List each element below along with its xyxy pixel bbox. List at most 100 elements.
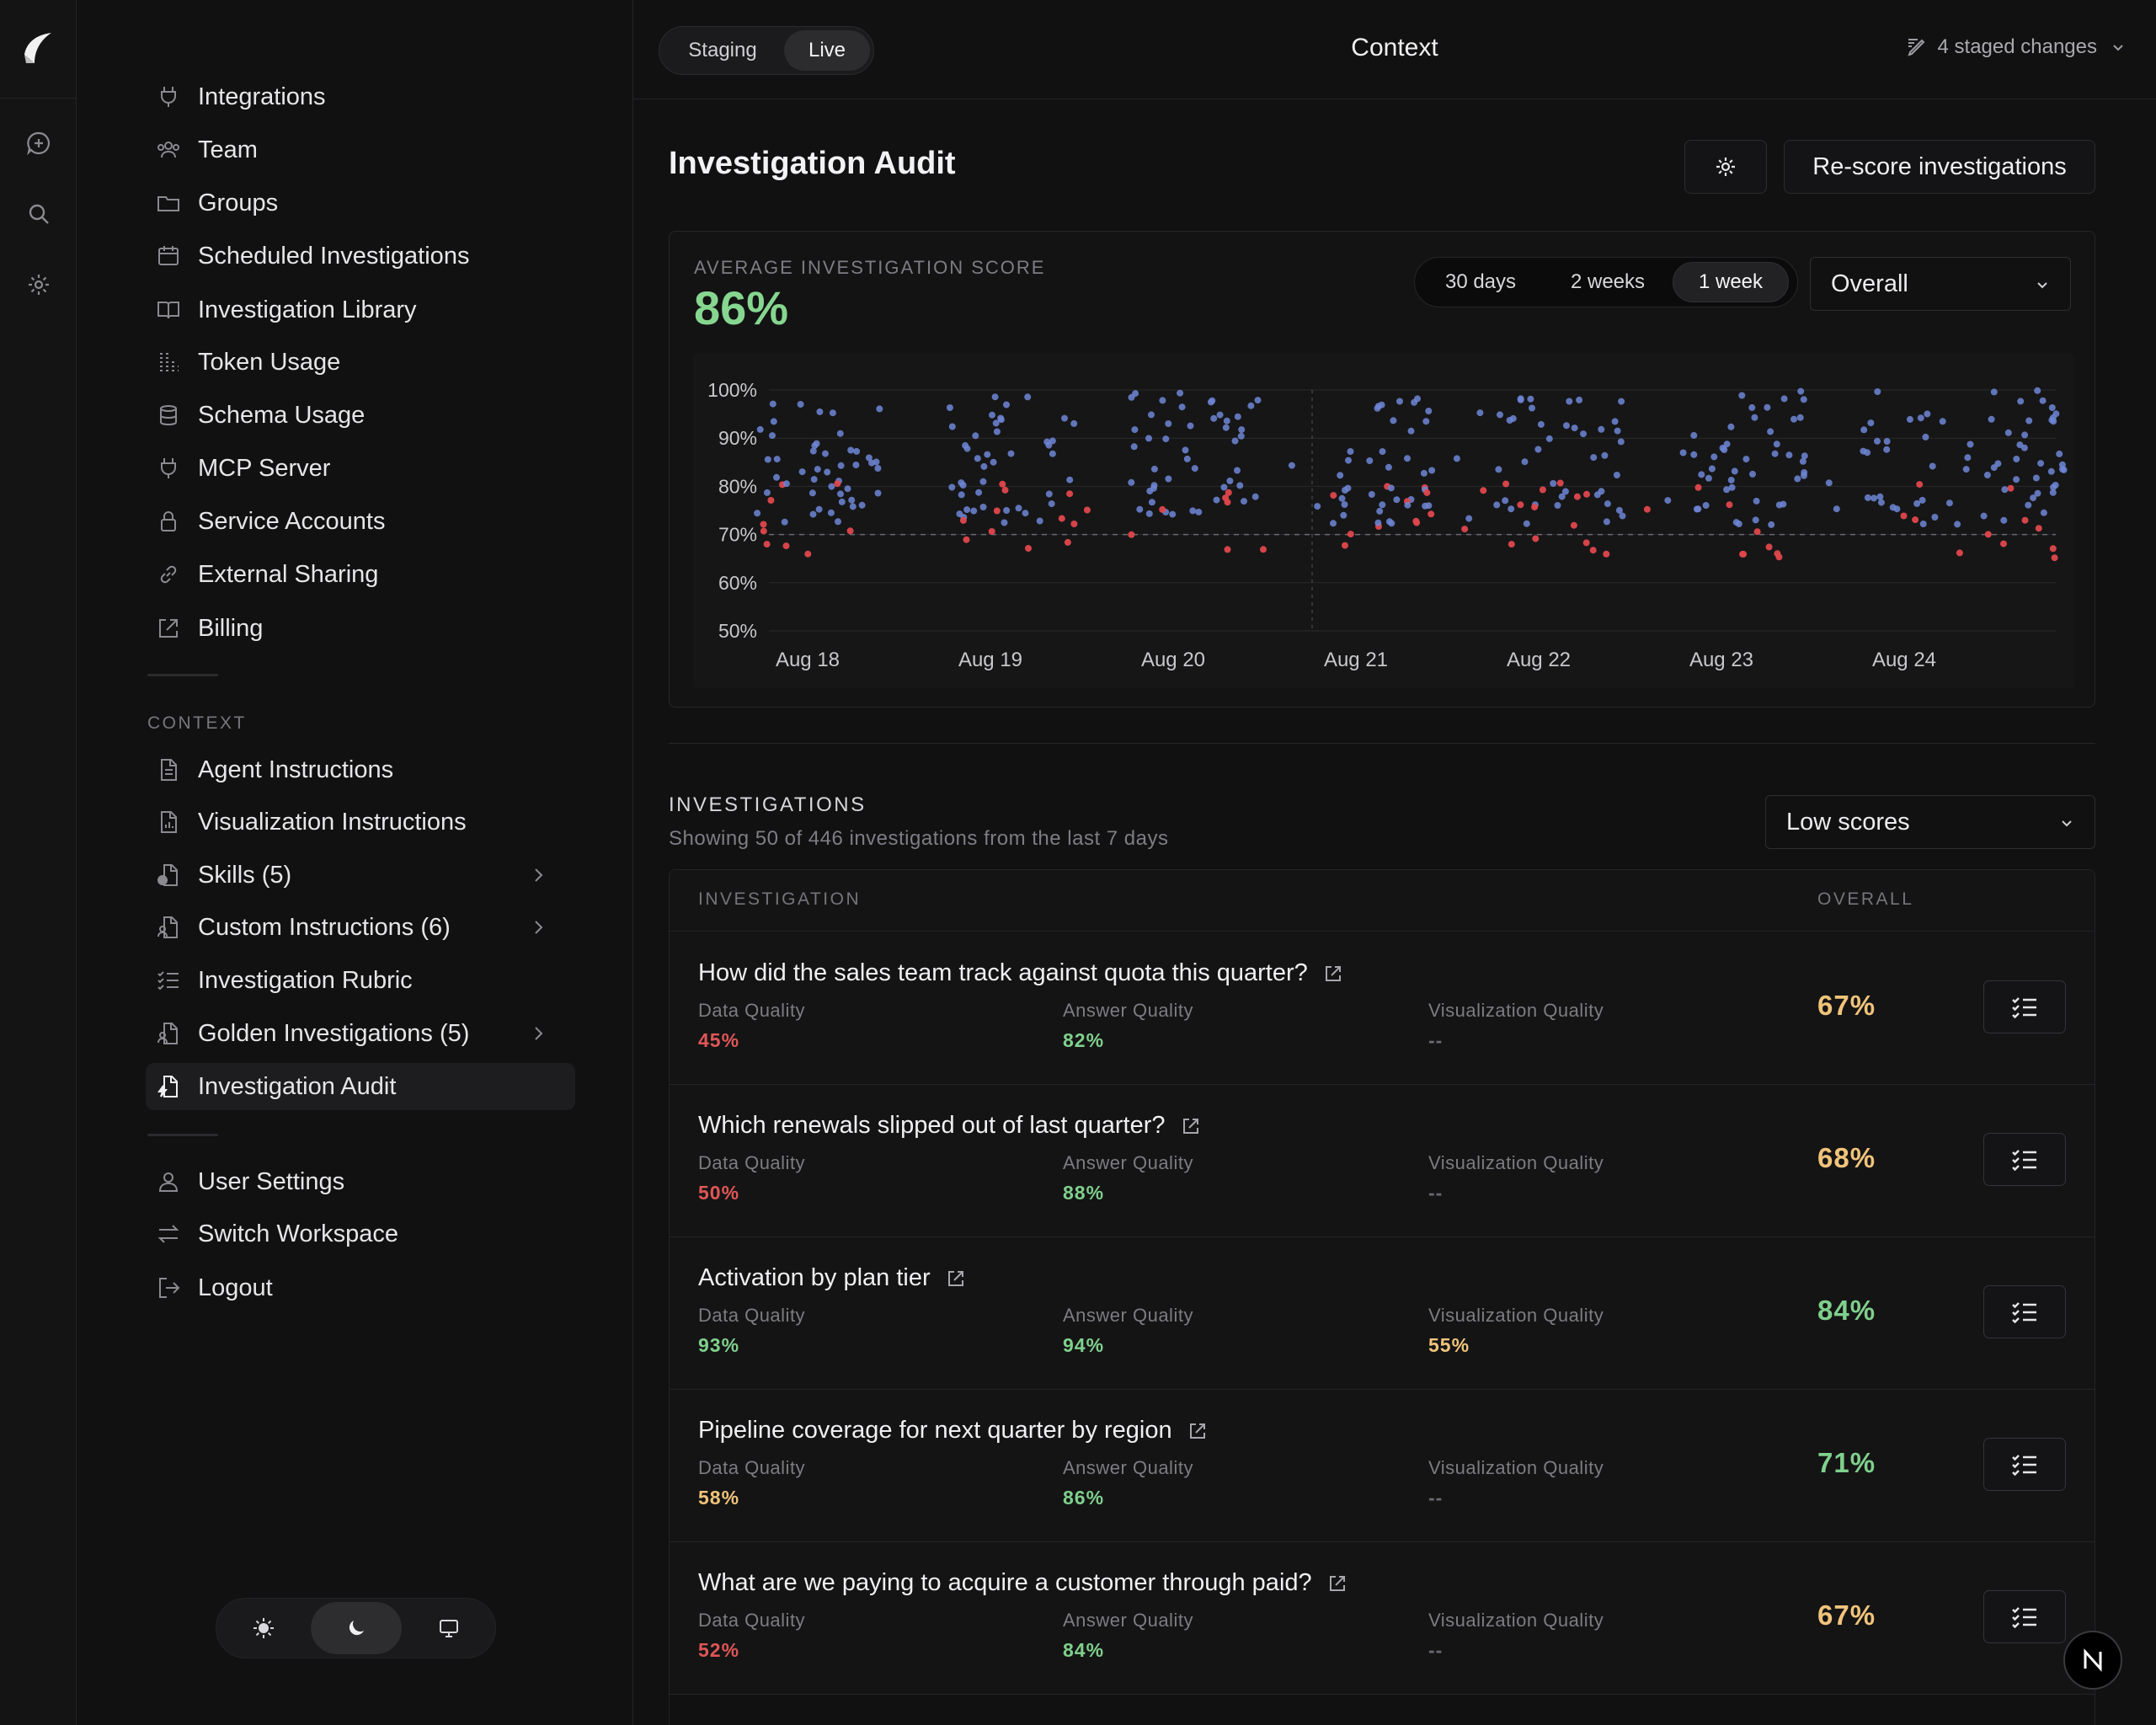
- checklist-icon: [2012, 1606, 2036, 1628]
- sidebar-item-service-accounts[interactable]: Service Accounts: [146, 498, 575, 545]
- audit-settings-button[interactable]: [1684, 140, 1767, 194]
- data-point: [1222, 424, 1230, 431]
- data-point: [829, 409, 836, 417]
- document-user-icon: [156, 915, 181, 940]
- external-link-icon[interactable]: [1187, 1421, 1208, 1441]
- sun-icon[interactable]: [218, 1602, 309, 1654]
- sidebar-item-investigation-rubric[interactable]: Investigation Rubric: [146, 957, 575, 1004]
- data-point: [2013, 456, 2020, 462]
- sidebar-item-visualization-instructions[interactable]: Visualization Instructions: [146, 798, 575, 846]
- chevron-right-icon[interactable]: [526, 863, 550, 887]
- monitor-icon[interactable]: [403, 1602, 494, 1654]
- checklist-icon: [2012, 1454, 2036, 1476]
- investigation-question[interactable]: Activation by plan tier: [698, 1264, 966, 1292]
- search-icon[interactable]: [24, 199, 54, 229]
- sidebar-item-logout[interactable]: Logout: [146, 1264, 575, 1311]
- logo-icon[interactable]: [19, 29, 56, 67]
- data-point: [1159, 505, 1166, 513]
- main-content: Staging Live Context 4 staged changes In…: [633, 0, 2156, 1725]
- table-row[interactable]: Which renewals slipped out of last quart…: [670, 1085, 2095, 1237]
- view-rubric-button[interactable]: [1983, 1133, 2066, 1186]
- sidebar-item-token-usage[interactable]: Token Usage: [146, 339, 575, 386]
- sidebar-item-user-settings[interactable]: User Settings: [146, 1158, 575, 1205]
- range-1-week[interactable]: 1 week: [1673, 262, 1789, 302]
- page-title: Investigation Audit: [669, 146, 956, 181]
- metric-select-value: Overall: [1831, 270, 1908, 297]
- external-link-icon[interactable]: [1323, 964, 1343, 984]
- data-point: [1045, 441, 1053, 449]
- investigation-question[interactable]: What are we paying to acquire a customer…: [698, 1569, 1348, 1597]
- external-link-icon[interactable]: [1327, 1573, 1348, 1594]
- sidebar-item-groups[interactable]: Groups: [146, 179, 575, 227]
- view-rubric-button[interactable]: [1983, 980, 2066, 1033]
- data-point: [1061, 414, 1068, 422]
- range-2-weeks[interactable]: 2 weeks: [1570, 270, 1646, 293]
- table-row[interactable]: What are we paying to acquire a customer…: [670, 1542, 2095, 1695]
- sidebar-item-integrations[interactable]: Integrations: [146, 73, 575, 120]
- sidebar-item-switch-workspace[interactable]: Switch Workspace: [146, 1210, 575, 1258]
- sidebar-item-label: Billing: [198, 614, 264, 642]
- data-point: [2040, 509, 2047, 516]
- investigation-question[interactable]: Which renewals slipped out of last quart…: [698, 1112, 1201, 1140]
- investigation-question[interactable]: How did the sales team track against quo…: [698, 959, 1343, 987]
- data-point: [1048, 500, 1055, 508]
- chevron-right-icon[interactable]: [526, 916, 550, 939]
- rescore-investigations-button[interactable]: Re-score investigations: [1784, 140, 2095, 194]
- sidebar-item-schema-usage[interactable]: Schema Usage: [146, 392, 575, 439]
- sidebar-item-golden-investigations-5[interactable]: Golden Investigations (5): [146, 1010, 575, 1057]
- data-point: [1260, 546, 1267, 553]
- data-point: [836, 430, 844, 437]
- sidebar-item-mcp-server[interactable]: MCP Server: [146, 445, 575, 492]
- checklist-icon: [156, 968, 181, 993]
- external-link-icon[interactable]: [1181, 1116, 1201, 1136]
- table-row[interactable]: How did the sales team track against quo…: [670, 932, 2095, 1085]
- data-point: [1613, 472, 1620, 478]
- sidebar-item-billing[interactable]: Billing: [146, 605, 575, 652]
- moon-icon[interactable]: [311, 1602, 402, 1654]
- data-point: [1768, 521, 1775, 528]
- view-rubric-button[interactable]: [1983, 1285, 2066, 1338]
- table-row[interactable]: Activation by plan tier Data Quality 93% An…: [670, 1237, 2095, 1390]
- data-point: [1919, 496, 1926, 504]
- data-point: [1643, 505, 1651, 513]
- external-link-icon[interactable]: [946, 1268, 966, 1289]
- sidebar-item-skills-5[interactable]: Skills (5): [146, 852, 575, 899]
- chevron-down-icon: [2037, 282, 2047, 289]
- sidebar-item-investigation-library[interactable]: Investigation Library: [146, 286, 575, 334]
- data-point: [838, 498, 846, 505]
- staged-changes-dropdown[interactable]: 4 staged changes: [1906, 35, 2126, 59]
- sidebar-item-agent-instructions[interactable]: Agent Instructions: [146, 746, 575, 793]
- sidebar-item-label: Visualization Instructions: [198, 808, 467, 836]
- next-logo-badge[interactable]: [2063, 1631, 2122, 1690]
- data-point: [1425, 502, 1433, 510]
- sidebar-item-label: Investigation Audit: [198, 1072, 397, 1100]
- sidebar-item-investigation-audit[interactable]: Investigation Audit: [146, 1063, 575, 1110]
- investigation-question[interactable]: Pipeline coverage for next quarter by re…: [698, 1417, 1208, 1445]
- data-point: [1453, 455, 1460, 462]
- metric-select[interactable]: Overall: [1810, 257, 2071, 311]
- data-point: [798, 468, 806, 476]
- env-live-option[interactable]: Live: [784, 30, 870, 71]
- sidebar-item-scheduled-investigations[interactable]: Scheduled Investigations: [146, 232, 575, 280]
- visualization-quality-label: Visualization Quality: [1428, 1610, 1604, 1631]
- view-rubric-button[interactable]: [1983, 1438, 2066, 1491]
- investigation-filter-select[interactable]: Low scores: [1765, 795, 2095, 849]
- env-staging-option[interactable]: Staging: [688, 39, 757, 61]
- checklist-icon: [2012, 996, 2036, 1018]
- data-point: [1748, 403, 1756, 411]
- data-point: [1521, 458, 1529, 466]
- new-chat-icon[interactable]: [24, 128, 54, 158]
- range-30-days[interactable]: 30 days: [1444, 270, 1517, 293]
- data-point: [1342, 542, 1348, 549]
- chevron-right-icon[interactable]: [526, 1022, 550, 1045]
- gear-icon[interactable]: [24, 270, 54, 300]
- sidebar-item-team[interactable]: Team: [146, 126, 575, 174]
- overall-score: 67%: [1817, 1599, 1876, 1631]
- view-rubric-button[interactable]: [1983, 1590, 2066, 1643]
- data-point: [2035, 525, 2042, 532]
- sidebar-item-external-sharing[interactable]: External Sharing: [146, 551, 575, 598]
- sidebar-item-label: Integrations: [198, 83, 326, 110]
- data-point: [1465, 515, 1473, 522]
- sidebar-item-custom-instructions-6[interactable]: Custom Instructions (6): [146, 904, 575, 951]
- table-row[interactable]: Pipeline coverage for next quarter by re…: [670, 1390, 2095, 1542]
